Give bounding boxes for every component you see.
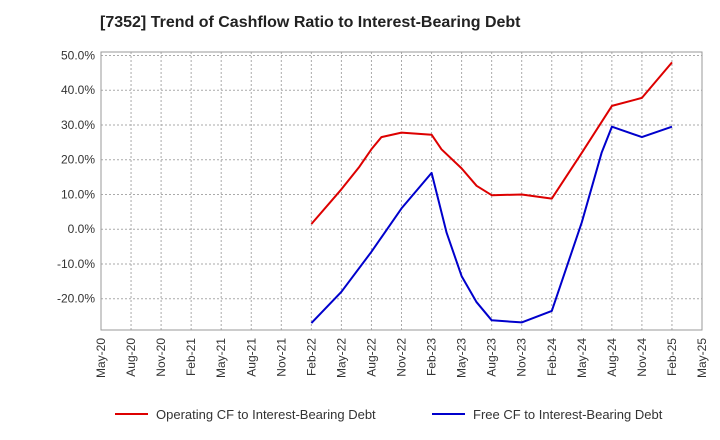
y-tick-label: 30.0% [61,118,95,132]
legend-label-1: Operating CF to Interest-Bearing Debt [156,407,376,422]
grid [100,52,703,330]
x-tick-label: May-20 [94,338,108,378]
x-tick-label: May-25 [695,338,709,378]
y-axis-ticks: 50.0% 40.0% 30.0% 20.0% 10.0% 0.0% -10.0% -20.0… [57,48,95,305]
x-tick-label: May-21 [214,338,228,378]
x-tick-label: May-23 [455,338,469,378]
x-axis-ticks: May-20 Aug-20 Nov-20 Feb-21 May-21 Aug-21 Nov-… [94,338,709,378]
series-line-1 [310,61,673,225]
y-tick-label: 0.0% [68,222,96,236]
x-tick-label: May-24 [575,338,589,378]
x-tick-label: Feb-25 [665,338,679,376]
x-tick-label: Aug-23 [485,338,499,377]
x-tick-label: Nov-23 [515,338,529,377]
chart-title: [7352] Trend of Cashflow Ratio to Intere… [100,14,521,31]
x-tick-label: Feb-24 [545,338,559,376]
plot-area [100,51,703,331]
legend-label-2: Free CF to Interest-Bearing Debt [473,407,663,422]
x-tick-label: Nov-21 [274,338,288,377]
y-tick-label: 20.0% [61,153,95,167]
x-tick-label: Nov-20 [154,338,168,377]
legend: Operating CF to Interest-Bearing Debt Fre… [115,407,663,422]
x-tick-label: Aug-20 [124,338,138,377]
series-line-2 [310,125,673,324]
y-tick-label: 40.0% [61,83,95,97]
series-lines [310,61,673,324]
y-tick-label: 10.0% [61,187,95,201]
x-tick-label: May-22 [334,338,348,378]
x-tick-label: Nov-22 [395,338,409,377]
x-tick-label: Feb-22 [304,338,318,376]
x-tick-label: Feb-23 [425,338,439,376]
x-tick-label: Aug-24 [605,338,619,377]
x-tick-label: Feb-21 [184,338,198,376]
y-tick-label: -10.0% [57,257,95,271]
x-tick-label: Nov-24 [635,338,649,377]
x-tick-label: Aug-22 [364,338,378,377]
y-tick-label: -20.0% [57,292,95,306]
x-tick-label: Aug-21 [244,338,258,377]
y-tick-label: 50.0% [61,48,95,62]
